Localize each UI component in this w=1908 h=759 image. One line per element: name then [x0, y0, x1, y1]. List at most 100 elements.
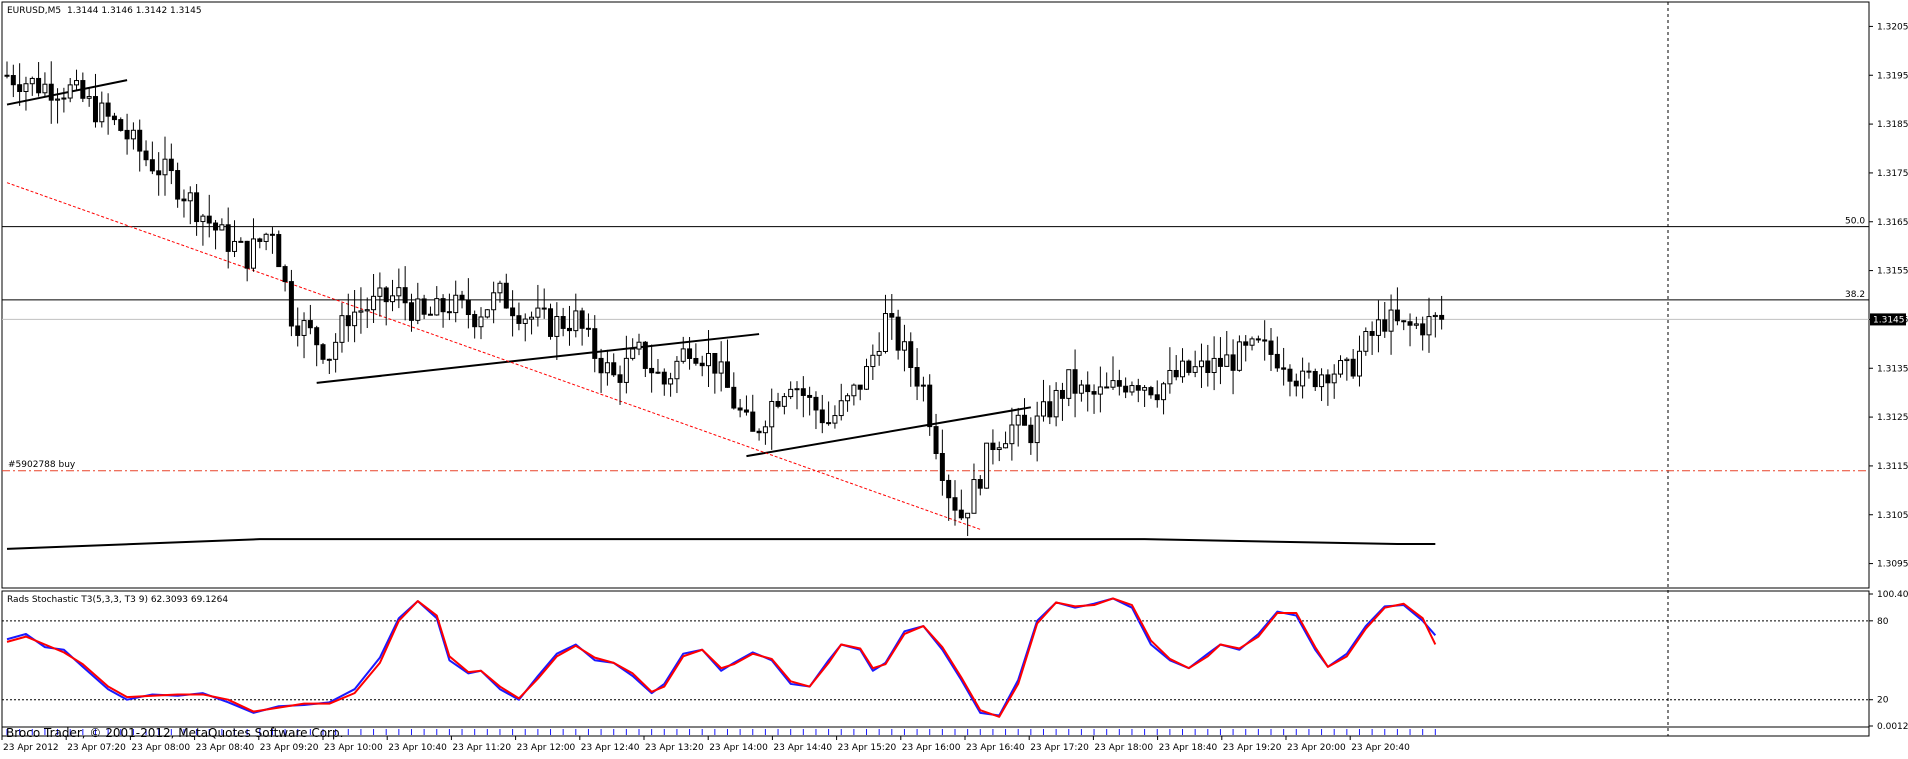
candle-body: [1053, 389, 1059, 418]
candle-body: [668, 378, 674, 385]
candle-body: [933, 426, 939, 454]
stoch-tick-label: 80: [1877, 617, 1889, 627]
candle-body: [1300, 370, 1306, 387]
candle-body: [566, 327, 572, 332]
price-tick-label: 1.3155: [1877, 267, 1908, 277]
candle-body: [408, 302, 414, 321]
candle-body: [257, 238, 263, 242]
candle-body: [775, 400, 781, 407]
candle-body: [845, 395, 851, 402]
candle-body: [901, 341, 907, 351]
candle-body: [434, 298, 440, 316]
candle-body: [427, 313, 433, 316]
candle-body: [535, 307, 541, 318]
candle-body: [358, 310, 364, 313]
candle-body: [383, 287, 389, 303]
candle-body: [927, 384, 933, 428]
candle-body: [472, 314, 478, 328]
candle-body: [762, 426, 768, 434]
candle-body: [162, 158, 168, 176]
candle-body: [92, 96, 98, 123]
candle-body: [421, 298, 427, 315]
fib-level-label: 38.2: [1845, 290, 1865, 300]
candle-body: [630, 348, 636, 359]
candle-body: [1401, 320, 1407, 323]
candle-body: [946, 479, 952, 499]
horizontal-levels[interactable]: 50.0 38.2: [2, 217, 1869, 472]
time-axis: 23 Apr 2012 23 Apr 07:20 23 Apr 08:00 23 Ap…: [1, 736, 1410, 753]
candle-body: [832, 415, 838, 424]
candle-body: [1148, 387, 1154, 396]
symbol-label: EURUSD,M5: [7, 6, 61, 16]
candle-body: [996, 447, 1002, 451]
candle-body: [352, 311, 358, 327]
candle-body: [67, 84, 73, 99]
candle-body: [99, 102, 105, 123]
candle-body: [200, 215, 206, 223]
candle-body: [693, 357, 699, 364]
candle-body: [36, 77, 42, 94]
time-tick-label: 23 Apr 07:20: [67, 743, 126, 753]
candle-body: [326, 358, 332, 361]
volume-strip-frame: [1, 726, 1870, 737]
candle-body: [219, 224, 225, 231]
time-tick-label: 23 Apr 13:20: [645, 743, 704, 753]
candle-body: [459, 294, 465, 301]
candle-body: [1363, 331, 1369, 352]
time-tick-label: 23 Apr 20:40: [1351, 743, 1410, 753]
candle-body: [1091, 391, 1097, 395]
candle-body: [1356, 350, 1362, 377]
candle-body: [1413, 323, 1419, 326]
candle-body: [1192, 366, 1198, 373]
candle-body: [1281, 367, 1287, 370]
candle-body: [529, 316, 535, 320]
candle-body: [1173, 369, 1179, 378]
candle-body: [1243, 341, 1249, 346]
candle-body: [1180, 360, 1186, 378]
candle-body: [137, 129, 143, 152]
candle-body: [984, 442, 990, 489]
candle-body: [876, 350, 882, 356]
candle-body: [1432, 314, 1438, 318]
candle-body: [194, 192, 200, 223]
candle-body: [516, 315, 522, 324]
candle-body: [130, 129, 136, 140]
candle-body: [718, 361, 724, 374]
candle-body: [23, 83, 29, 93]
candle-body: [453, 294, 459, 314]
candle-body: [238, 240, 244, 243]
candle-body: [1161, 383, 1167, 401]
candle-body: [143, 150, 149, 161]
candle-body: [826, 422, 832, 425]
candle-body: [10, 75, 16, 86]
volume-strip: [6, 729, 1436, 735]
trend-line: [746, 406, 1032, 458]
candle-body: [1375, 319, 1381, 336]
candle-body: [1186, 360, 1192, 373]
candle-body: [813, 396, 819, 411]
candle-body: [276, 234, 282, 268]
candle-body: [225, 224, 231, 252]
trend-lines[interactable]: [6, 79, 1032, 530]
candle-body: [55, 98, 61, 101]
candle-body: [1262, 339, 1268, 342]
candle-body: [592, 328, 598, 359]
candle-body: [712, 352, 718, 374]
candle-body: [952, 497, 958, 511]
candle-body: [724, 361, 730, 388]
candle-body: [168, 158, 174, 172]
price-tick-label: 1.3175: [1877, 169, 1908, 179]
candle-body: [1097, 386, 1103, 395]
candle-body: [1028, 424, 1034, 444]
candle-body: [377, 287, 383, 297]
candle-body: [889, 313, 895, 318]
candle-body: [769, 400, 775, 428]
candle-body: [61, 97, 67, 100]
candle-body: [1129, 385, 1135, 393]
candle-body: [250, 238, 256, 269]
candle-body: [1059, 389, 1065, 399]
candle-body: [541, 307, 547, 310]
trend-line: [316, 333, 760, 384]
